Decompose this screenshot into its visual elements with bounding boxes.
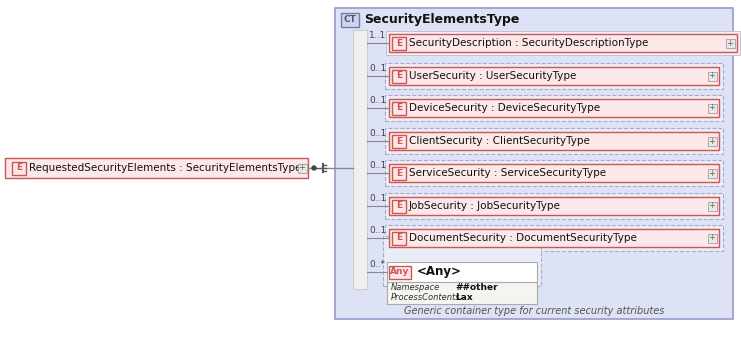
Bar <box>389 132 719 150</box>
Bar <box>389 34 737 52</box>
Bar <box>708 202 717 210</box>
Text: JobSecurity : JobSecurityType: JobSecurity : JobSecurityType <box>409 201 561 211</box>
Text: SecurityDescription : SecurityDescriptionType: SecurityDescription : SecurityDescriptio… <box>409 38 648 48</box>
Text: DocumentSecurity : DocumentSecurityType: DocumentSecurity : DocumentSecurityType <box>409 233 637 243</box>
Text: 1..1: 1..1 <box>369 31 386 40</box>
Bar <box>385 128 723 154</box>
Text: +: + <box>708 202 716 210</box>
Text: E: E <box>396 234 402 242</box>
Circle shape <box>312 166 316 170</box>
Bar <box>12 162 26 175</box>
Text: CT: CT <box>344 15 356 25</box>
Text: RequestedSecurityElements : SecurityElementsType: RequestedSecurityElements : SecurityElem… <box>29 163 302 173</box>
Bar <box>725 39 734 47</box>
Text: +: + <box>708 234 716 242</box>
Text: E: E <box>396 136 402 146</box>
Text: <Any>: <Any> <box>417 266 462 279</box>
Bar <box>708 136 717 146</box>
Text: SecurityElementsType: SecurityElementsType <box>364 14 519 27</box>
Text: E: E <box>396 104 402 113</box>
Bar <box>708 168 717 178</box>
Text: E: E <box>16 163 22 173</box>
Bar <box>389 266 411 279</box>
Text: E: E <box>396 168 402 178</box>
Text: Any: Any <box>391 267 410 277</box>
Text: +: + <box>727 39 734 47</box>
Text: 0..1: 0..1 <box>369 161 386 170</box>
Text: 0..1: 0..1 <box>369 96 386 105</box>
Bar <box>385 225 723 251</box>
Text: 0..1: 0..1 <box>369 226 386 235</box>
Bar <box>708 234 717 242</box>
Bar <box>5 158 308 178</box>
Bar <box>385 193 723 219</box>
Text: +: + <box>708 104 716 113</box>
Bar <box>385 63 723 89</box>
Bar <box>335 8 733 319</box>
Bar <box>389 197 719 215</box>
Bar <box>389 164 719 182</box>
Text: 0..1: 0..1 <box>369 64 386 73</box>
Bar <box>387 262 537 282</box>
Bar <box>389 67 719 85</box>
Bar <box>297 163 307 173</box>
Bar <box>392 102 406 115</box>
Bar <box>387 282 537 304</box>
Text: 0..1: 0..1 <box>369 194 386 203</box>
Bar <box>385 95 723 121</box>
Text: UserSecurity : UserSecurityType: UserSecurity : UserSecurityType <box>409 71 576 81</box>
Bar <box>341 13 359 27</box>
Text: Namespace: Namespace <box>391 283 440 293</box>
Text: 0..1: 0..1 <box>369 129 386 138</box>
Bar <box>392 36 406 49</box>
Bar <box>385 160 723 186</box>
Text: +: + <box>708 168 716 178</box>
Bar <box>708 104 717 113</box>
Bar <box>392 232 406 244</box>
Bar <box>389 229 719 247</box>
Bar <box>353 30 367 289</box>
Text: ClientSecurity : ClientSecurityType: ClientSecurity : ClientSecurityType <box>409 136 590 146</box>
Text: ##other: ##other <box>455 283 498 293</box>
Text: ServiceSecurity : ServiceSecurityType: ServiceSecurity : ServiceSecurityType <box>409 168 606 178</box>
Text: +: + <box>708 136 716 146</box>
Bar <box>392 70 406 83</box>
Text: E: E <box>396 72 402 80</box>
Bar <box>392 134 406 148</box>
Text: E: E <box>396 39 402 47</box>
Bar <box>708 72 717 80</box>
Bar <box>386 31 740 55</box>
Text: ProcessContents: ProcessContents <box>391 294 461 302</box>
Text: Generic container type for current security attributes: Generic container type for current secur… <box>404 306 664 316</box>
Text: Lax: Lax <box>455 294 473 302</box>
Text: E: E <box>396 202 402 210</box>
Bar <box>383 236 541 286</box>
Text: 0..*: 0..* <box>369 260 385 269</box>
Bar <box>389 99 719 117</box>
Text: DeviceSecurity : DeviceSecurityType: DeviceSecurity : DeviceSecurityType <box>409 103 600 113</box>
Bar <box>392 199 406 212</box>
Text: +: + <box>708 72 716 80</box>
Bar <box>392 166 406 179</box>
Text: +: + <box>299 163 305 173</box>
